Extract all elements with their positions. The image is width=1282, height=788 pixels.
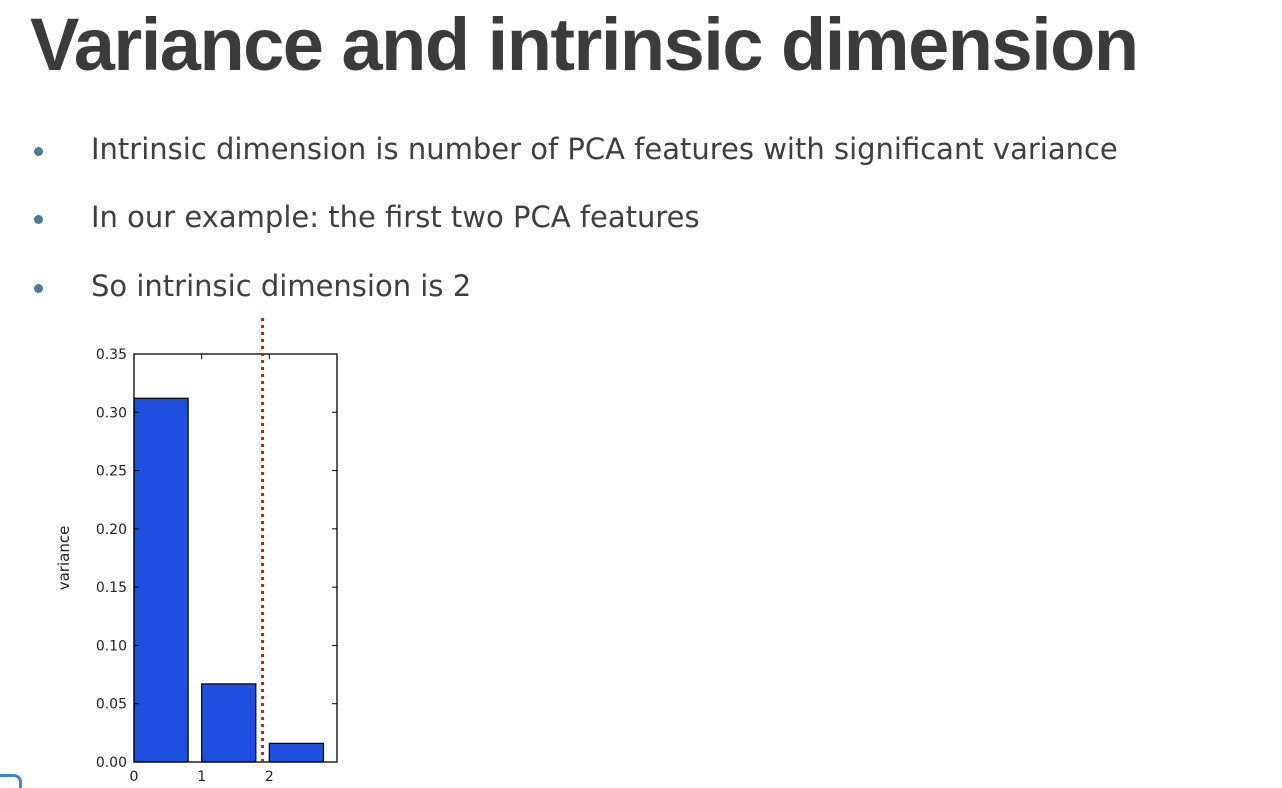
bar — [201, 683, 257, 763]
y-tick-label: 0.10 — [96, 638, 127, 654]
y-axis-label: variance — [55, 526, 73, 591]
bullet-dot-icon — [34, 283, 43, 293]
variance-bar-chart: 0.00 0.05 0.10 0.15 0.20 0.25 0.30 0.35 0 1 2 varia… — [55, 318, 338, 785]
corner-decoration — [0, 774, 22, 788]
y-tick-label: 0.30 — [96, 405, 127, 421]
x-tick-label: 2 — [265, 769, 274, 785]
bullet-text: So intrinsic dimension is 2 — [91, 269, 472, 303]
slide-title: Variance and intrinsic dimension — [30, 3, 1139, 86]
y-tick-label: 0.15 — [96, 580, 127, 596]
bullet-item: In our example: the first two PCA featur… — [30, 200, 700, 234]
bullet-dot-icon — [34, 214, 43, 224]
bar — [133, 397, 189, 763]
y-tick-label: 0.35 — [96, 347, 127, 363]
x-tick-label: 0 — [130, 769, 139, 785]
y-tick-label: 0.05 — [96, 697, 127, 713]
bullet-item: Intrinsic dimension is number of PCA fea… — [30, 132, 1118, 166]
bar — [268, 742, 325, 763]
y-tick-label: 0.00 — [96, 755, 127, 771]
bullet-dot-icon — [34, 146, 43, 156]
x-tick-label: 1 — [197, 769, 206, 785]
bullet-text: In our example: the first two PCA featur… — [91, 200, 700, 234]
y-tick-label: 0.20 — [96, 522, 127, 538]
bullet-item: So intrinsic dimension is 2 — [30, 269, 471, 303]
y-tick-label: 0.25 — [96, 464, 127, 480]
plot-frame — [133, 353, 338, 763]
bullet-text: Intrinsic dimension is number of PCA fea… — [91, 132, 1118, 166]
